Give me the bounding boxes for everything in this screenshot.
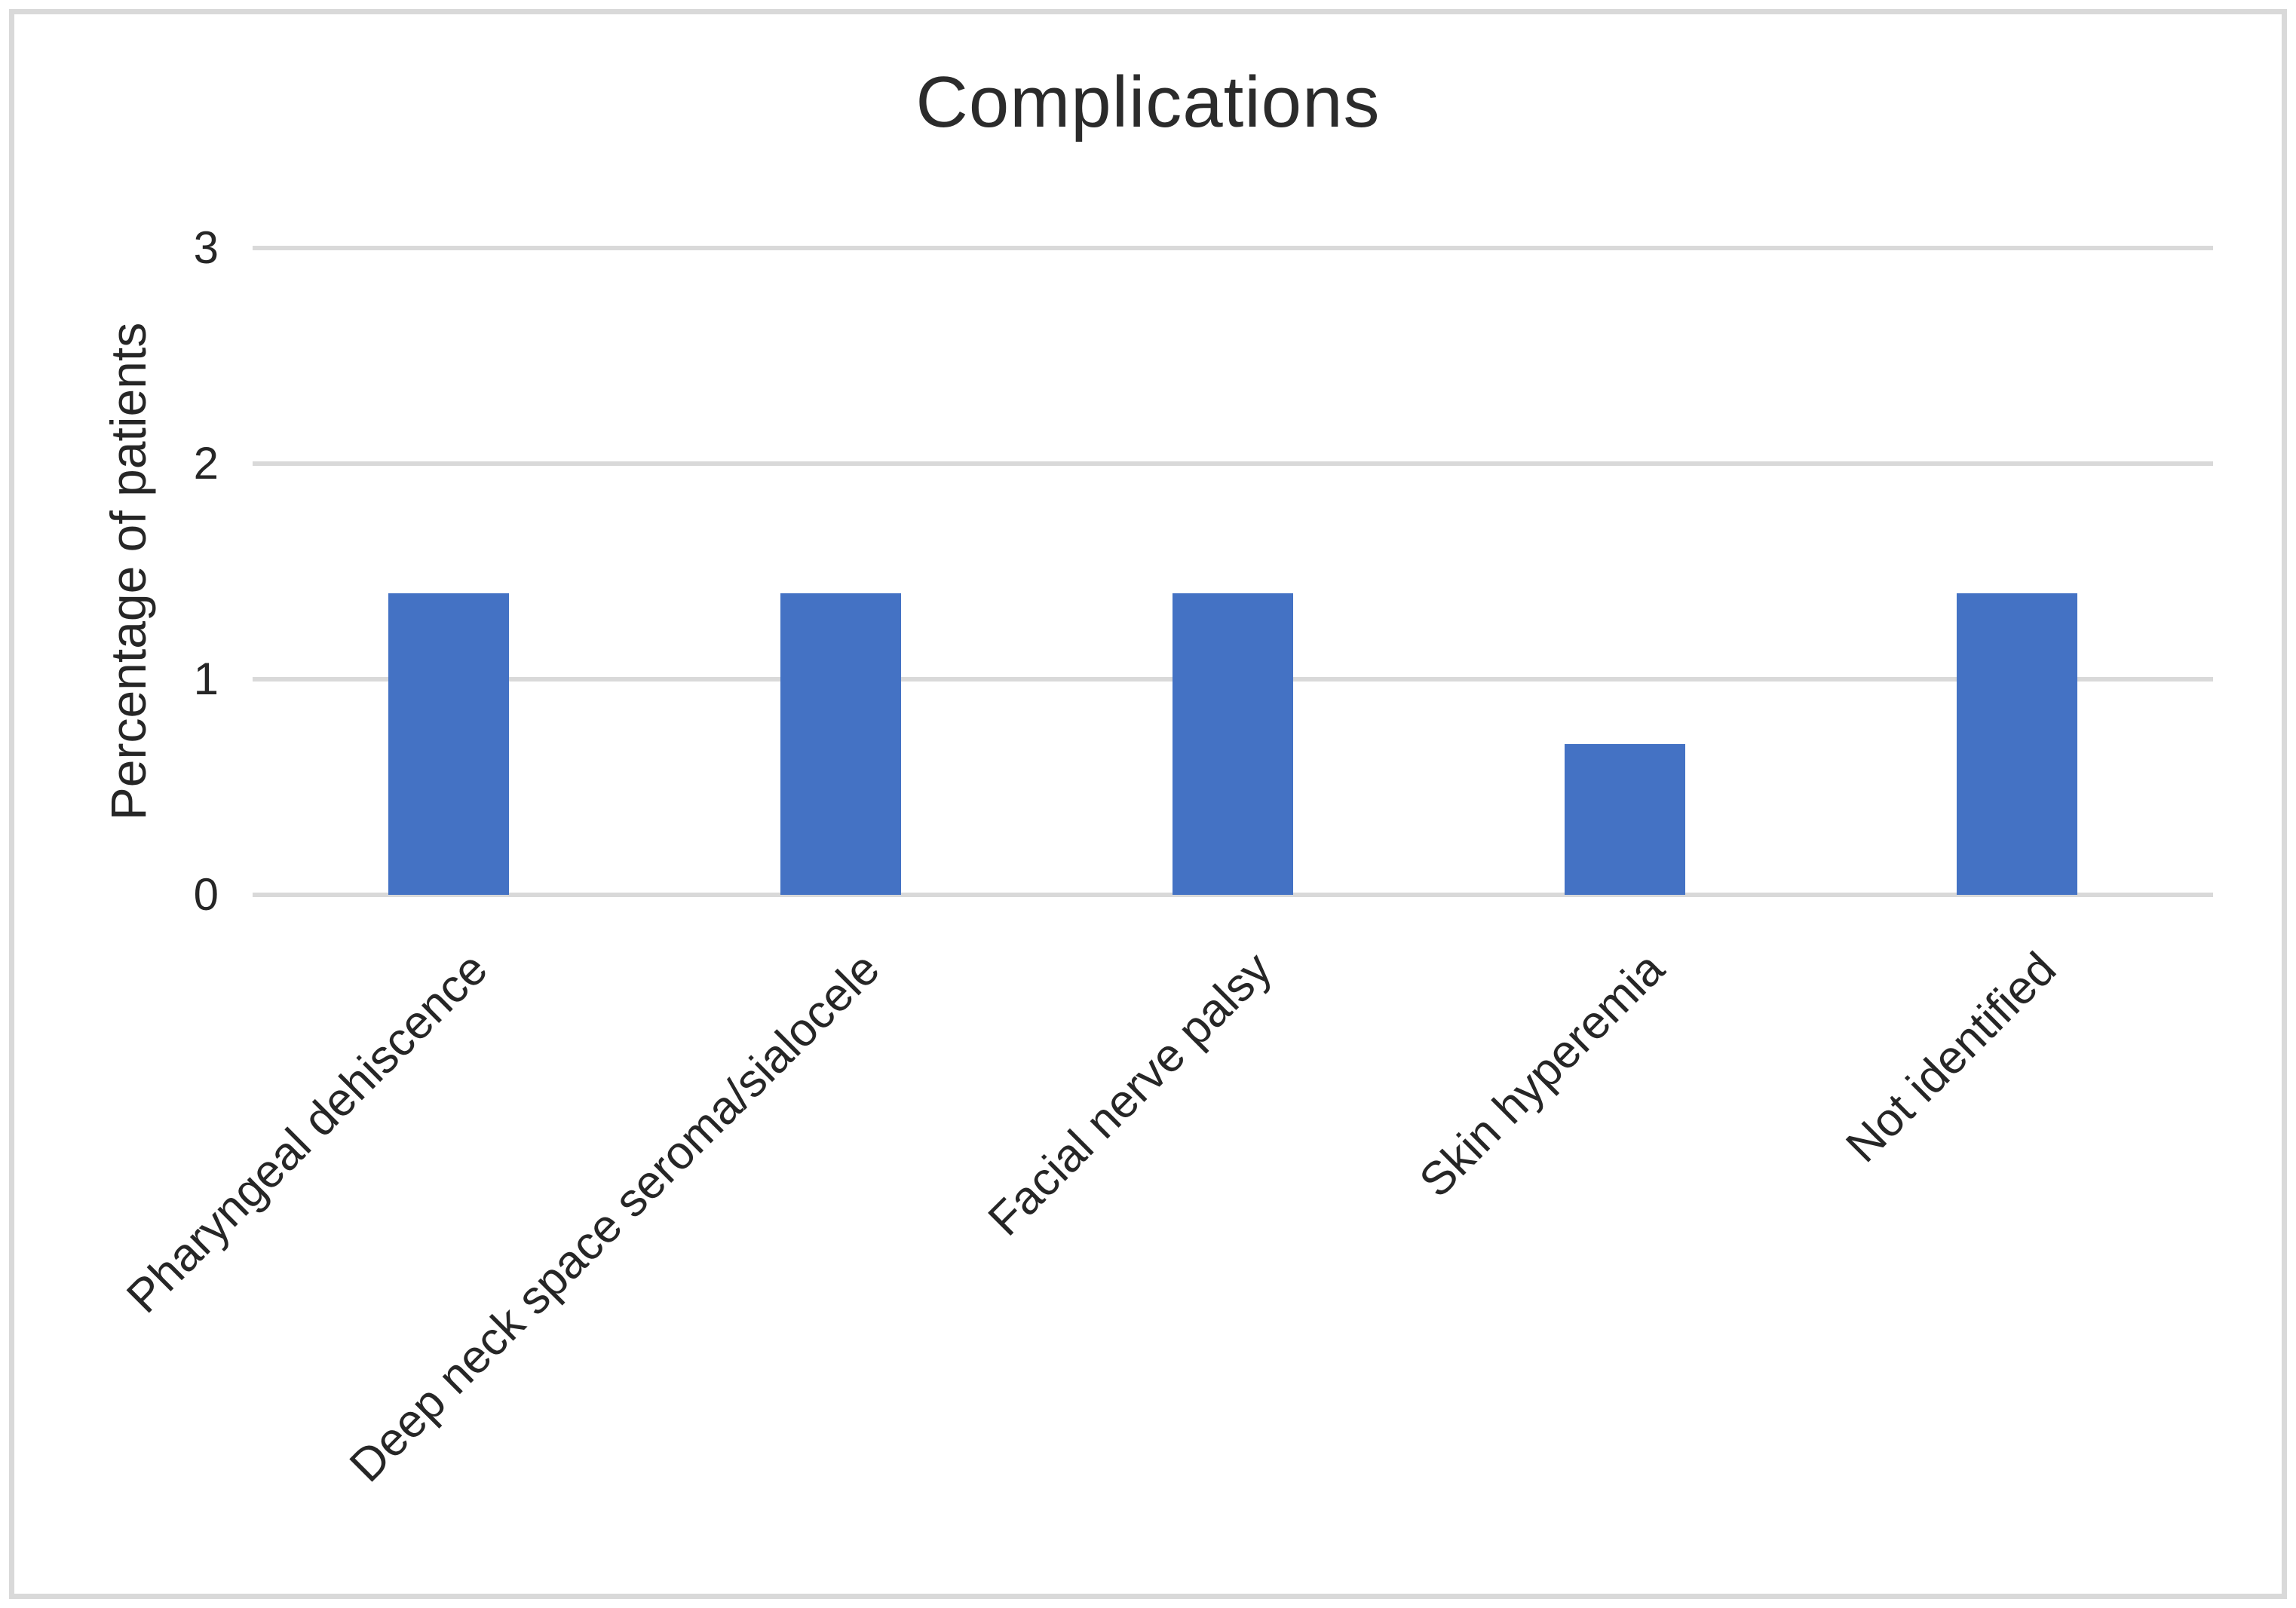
gridline-y-0 bbox=[253, 893, 2213, 897]
chart-title: Complications bbox=[915, 62, 1381, 142]
y-tick-label-3: 3 bbox=[193, 222, 219, 273]
y-tick-label-0: 0 bbox=[193, 869, 219, 920]
bar-4 bbox=[1565, 743, 1685, 895]
gridline-y-3 bbox=[253, 246, 2213, 250]
y-tick-label-2: 2 bbox=[193, 438, 219, 489]
bar-2 bbox=[780, 593, 901, 895]
x-category-label-3: Facial nerve palsy bbox=[979, 942, 1283, 1246]
bar-3 bbox=[1173, 593, 1293, 895]
bar-1 bbox=[388, 593, 509, 895]
x-category-label-4: Skin hyperemia bbox=[1409, 942, 1675, 1208]
bar-5 bbox=[1957, 593, 2077, 895]
y-axis-title: Percentage of patients bbox=[100, 322, 156, 821]
x-category-label-5: Not identified bbox=[1836, 942, 2067, 1173]
gridline-y-2 bbox=[253, 461, 2213, 466]
x-category-label-1: Pharyngeal dehiscence bbox=[117, 942, 498, 1323]
plot-area bbox=[253, 246, 2213, 897]
y-tick-label-1: 1 bbox=[193, 654, 219, 704]
